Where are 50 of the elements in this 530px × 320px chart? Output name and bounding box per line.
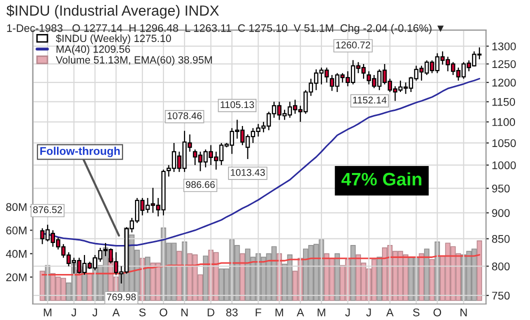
- y-tick-label: 1100: [492, 118, 516, 126]
- annotation: 1152.14: [353, 96, 387, 104]
- annotation: 876.52: [33, 206, 62, 214]
- annotation: 1260.72: [336, 42, 370, 48]
- x-tick-label: M: [318, 308, 326, 316]
- x-tick-label: D: [208, 308, 214, 316]
- x-tick-label: S: [139, 308, 146, 316]
- x-tick-label: J: [366, 308, 371, 316]
- annotation: 1105.13: [220, 101, 254, 108]
- chart-title: $INDU (Industrial Average) INDX: [6, 4, 219, 19]
- annotation: 986.66: [186, 181, 215, 188]
- x-tick-label: M: [276, 308, 284, 316]
- x-tick-label: N: [460, 308, 467, 316]
- y-tick-label: 1000: [492, 161, 516, 170]
- y2-tick-label: 60M: [6, 226, 26, 234]
- legend-label: MA(40) 1209.56: [56, 45, 130, 55]
- annotation: Follow-through: [40, 146, 120, 158]
- y2-tick-label: 40M: [6, 250, 26, 258]
- x-tick-label: J: [345, 308, 350, 316]
- y-tick-label: 950: [492, 184, 510, 192]
- y-tick-label: 800: [492, 262, 510, 270]
- x-tick-label: O: [434, 308, 442, 316]
- y-tick-label: 850: [492, 235, 510, 243]
- annotation: 1078.46: [168, 112, 202, 120]
- y-tick-label: 1150: [492, 98, 516, 106]
- y-tick-label: 900: [492, 209, 510, 217]
- annotation: 769.98: [106, 294, 136, 300]
- y-tick-label: 1300: [492, 42, 516, 50]
- y-tick-label: 1050: [492, 139, 516, 148]
- legend-label: Volume 51.13M, EMA(60) 38.95M: [56, 56, 212, 66]
- y-tick-label: 1200: [492, 78, 516, 87]
- x-tick-label: S: [413, 308, 420, 316]
- x-tick-label: M: [44, 308, 52, 316]
- annotation: 1013.43: [230, 169, 265, 176]
- x-tick-label: F: [256, 308, 262, 316]
- legend-label: $INDU (Weekly) 1275.10: [56, 34, 171, 44]
- y2-tick-label: 20M: [6, 273, 26, 282]
- chart-subtitle: 1-Dec-1983 O 1277.14 H 1296.48 L 1263.11 C 1275.10 V 51.1M Chg -2.04 (-0.16%) ▼: [7, 24, 444, 34]
- x-tick-label: A: [386, 308, 394, 316]
- x-tick-label: 83: [226, 308, 238, 316]
- y-tick-label: 1250: [492, 60, 516, 68]
- x-tick-label: A: [112, 308, 120, 316]
- x-tick-label: O: [160, 308, 168, 316]
- x-tick-label: N: [181, 308, 188, 316]
- y-tick-label: 750: [492, 292, 510, 300]
- x-tick-label: J: [71, 308, 76, 316]
- annotation: 47% Gain: [341, 172, 422, 186]
- x-tick-label: A: [296, 308, 304, 316]
- y2-tick-label: 80M: [6, 203, 26, 211]
- x-tick-label: J: [92, 308, 97, 316]
